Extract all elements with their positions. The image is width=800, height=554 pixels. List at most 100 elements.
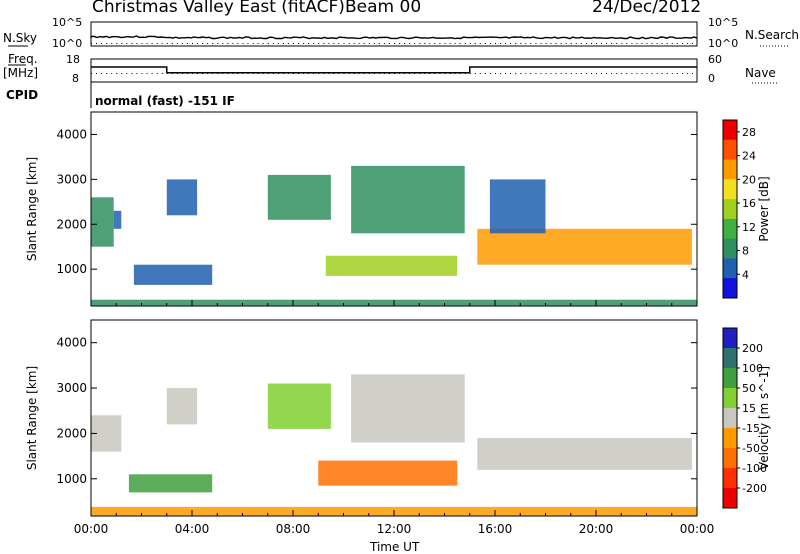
power-colorbar-label: Power [dB] <box>757 176 771 241</box>
nave-point <box>404 73 406 74</box>
nave-point <box>414 73 416 74</box>
nsearch-point <box>449 43 451 44</box>
nsearch-point <box>626 43 628 44</box>
nave-point <box>525 73 527 74</box>
nave-point <box>611 73 613 74</box>
nsearch-point <box>616 43 618 44</box>
nave-point <box>510 73 512 74</box>
nsearch-point <box>91 43 92 44</box>
x-tick-label: 12:00 <box>377 522 412 536</box>
nave-point <box>141 73 143 74</box>
nsearch-point <box>176 43 178 44</box>
nave-point <box>181 73 183 74</box>
velocity-colorbar-tick-label: -15 <box>742 422 760 435</box>
nave-point <box>429 73 431 74</box>
nave-point <box>530 73 532 74</box>
velocity-echo-region <box>477 438 692 470</box>
nave-point <box>479 73 481 74</box>
nave-point <box>474 73 476 74</box>
nsearch-point <box>267 43 269 44</box>
nave-point <box>232 73 234 74</box>
freq-trace <box>91 66 697 74</box>
velocity-colorbar-cell <box>723 328 737 349</box>
nave-point <box>242 73 244 74</box>
nsearch-point <box>146 43 148 44</box>
nave-point <box>222 73 224 74</box>
nave-point <box>151 73 153 74</box>
x-tick-label: 00:00 <box>680 522 715 536</box>
nsearch-point <box>681 43 683 44</box>
velocity-colorbar-cell <box>723 428 737 449</box>
velocity-colorbar-frame <box>722 327 738 509</box>
nsearch-point <box>156 43 158 44</box>
nave-point <box>217 73 219 74</box>
power-colorbar-tick-label: 16 <box>742 197 756 210</box>
nsearch-point <box>530 43 532 44</box>
nsearch-point <box>429 43 431 44</box>
x-tick-label: 16:00 <box>478 522 513 536</box>
nave-point <box>394 73 395 74</box>
nave-point <box>606 73 608 74</box>
nave-point <box>596 73 597 74</box>
nave-point <box>383 73 385 74</box>
nsearch-point <box>474 43 476 44</box>
nsearch-point <box>535 43 537 44</box>
nave-point <box>626 73 628 74</box>
velocity-ytick-label: 2000 <box>56 426 87 440</box>
power-colorbar-tick-label: 4 <box>742 268 749 281</box>
power-ytick-label: 3000 <box>56 172 87 186</box>
power-colorbar-cell <box>723 159 737 180</box>
nsearch-point <box>313 43 315 44</box>
velocity-colorbar-tick-label: -50 <box>742 442 760 455</box>
nave-point <box>116 73 118 74</box>
velocity-colorbar-tick-label: 200 <box>742 342 763 355</box>
nsearch-point <box>631 43 633 44</box>
nave-point <box>247 73 249 74</box>
nsearch-point <box>192 43 193 44</box>
nsearch-point <box>500 43 502 44</box>
nave-point <box>399 73 401 74</box>
nsearch-point <box>585 43 587 44</box>
velocity-colorbar-cell <box>723 488 737 509</box>
nave-point <box>323 73 325 74</box>
x-tick-label: 20:00 <box>579 522 614 536</box>
power-colorbar-tick-label: 28 <box>742 126 756 139</box>
nave-point <box>616 73 618 74</box>
nsearch-point <box>621 43 623 44</box>
nsearch-point <box>464 43 466 44</box>
nave-point <box>267 73 269 74</box>
beam-title: Beam 00 <box>345 0 422 17</box>
power-colorbar-tick-label: 24 <box>742 150 756 163</box>
nave-point <box>313 73 315 74</box>
nave-point <box>651 73 653 74</box>
nsearch-point <box>293 43 294 44</box>
nave-point <box>601 73 602 74</box>
nsearch-point <box>277 43 279 44</box>
nsearch-label: N.Search <box>745 28 800 42</box>
nsky-tick-top: 10^5 <box>52 16 83 29</box>
nave-point <box>646 73 648 74</box>
nave-point <box>424 73 426 74</box>
nsearch-point <box>348 43 350 44</box>
freq-tick-bottom: 8 <box>72 72 79 85</box>
velocity-ylabel: Slant Range [km] <box>25 366 39 470</box>
nave-point <box>439 73 441 74</box>
velocity-colorbar-cell <box>723 368 737 389</box>
nsearch-point <box>545 43 547 44</box>
x-tick-label: 00:00 <box>74 522 109 536</box>
nsearch-point <box>181 43 183 44</box>
nsearch-point <box>373 43 375 44</box>
nave-point <box>691 73 693 74</box>
nsearch-point <box>686 43 688 44</box>
nsearch-point <box>232 43 234 44</box>
date-title: 24/Dec/2012 <box>592 0 702 17</box>
power-echo-region <box>351 165 465 234</box>
nsearch-point <box>520 43 522 44</box>
nsearch-point <box>202 43 204 44</box>
nave-point <box>489 73 491 74</box>
freq-label: Freq. <box>8 52 38 66</box>
nave-point <box>166 73 168 74</box>
nave-point <box>202 73 204 74</box>
nave-point <box>146 73 148 74</box>
